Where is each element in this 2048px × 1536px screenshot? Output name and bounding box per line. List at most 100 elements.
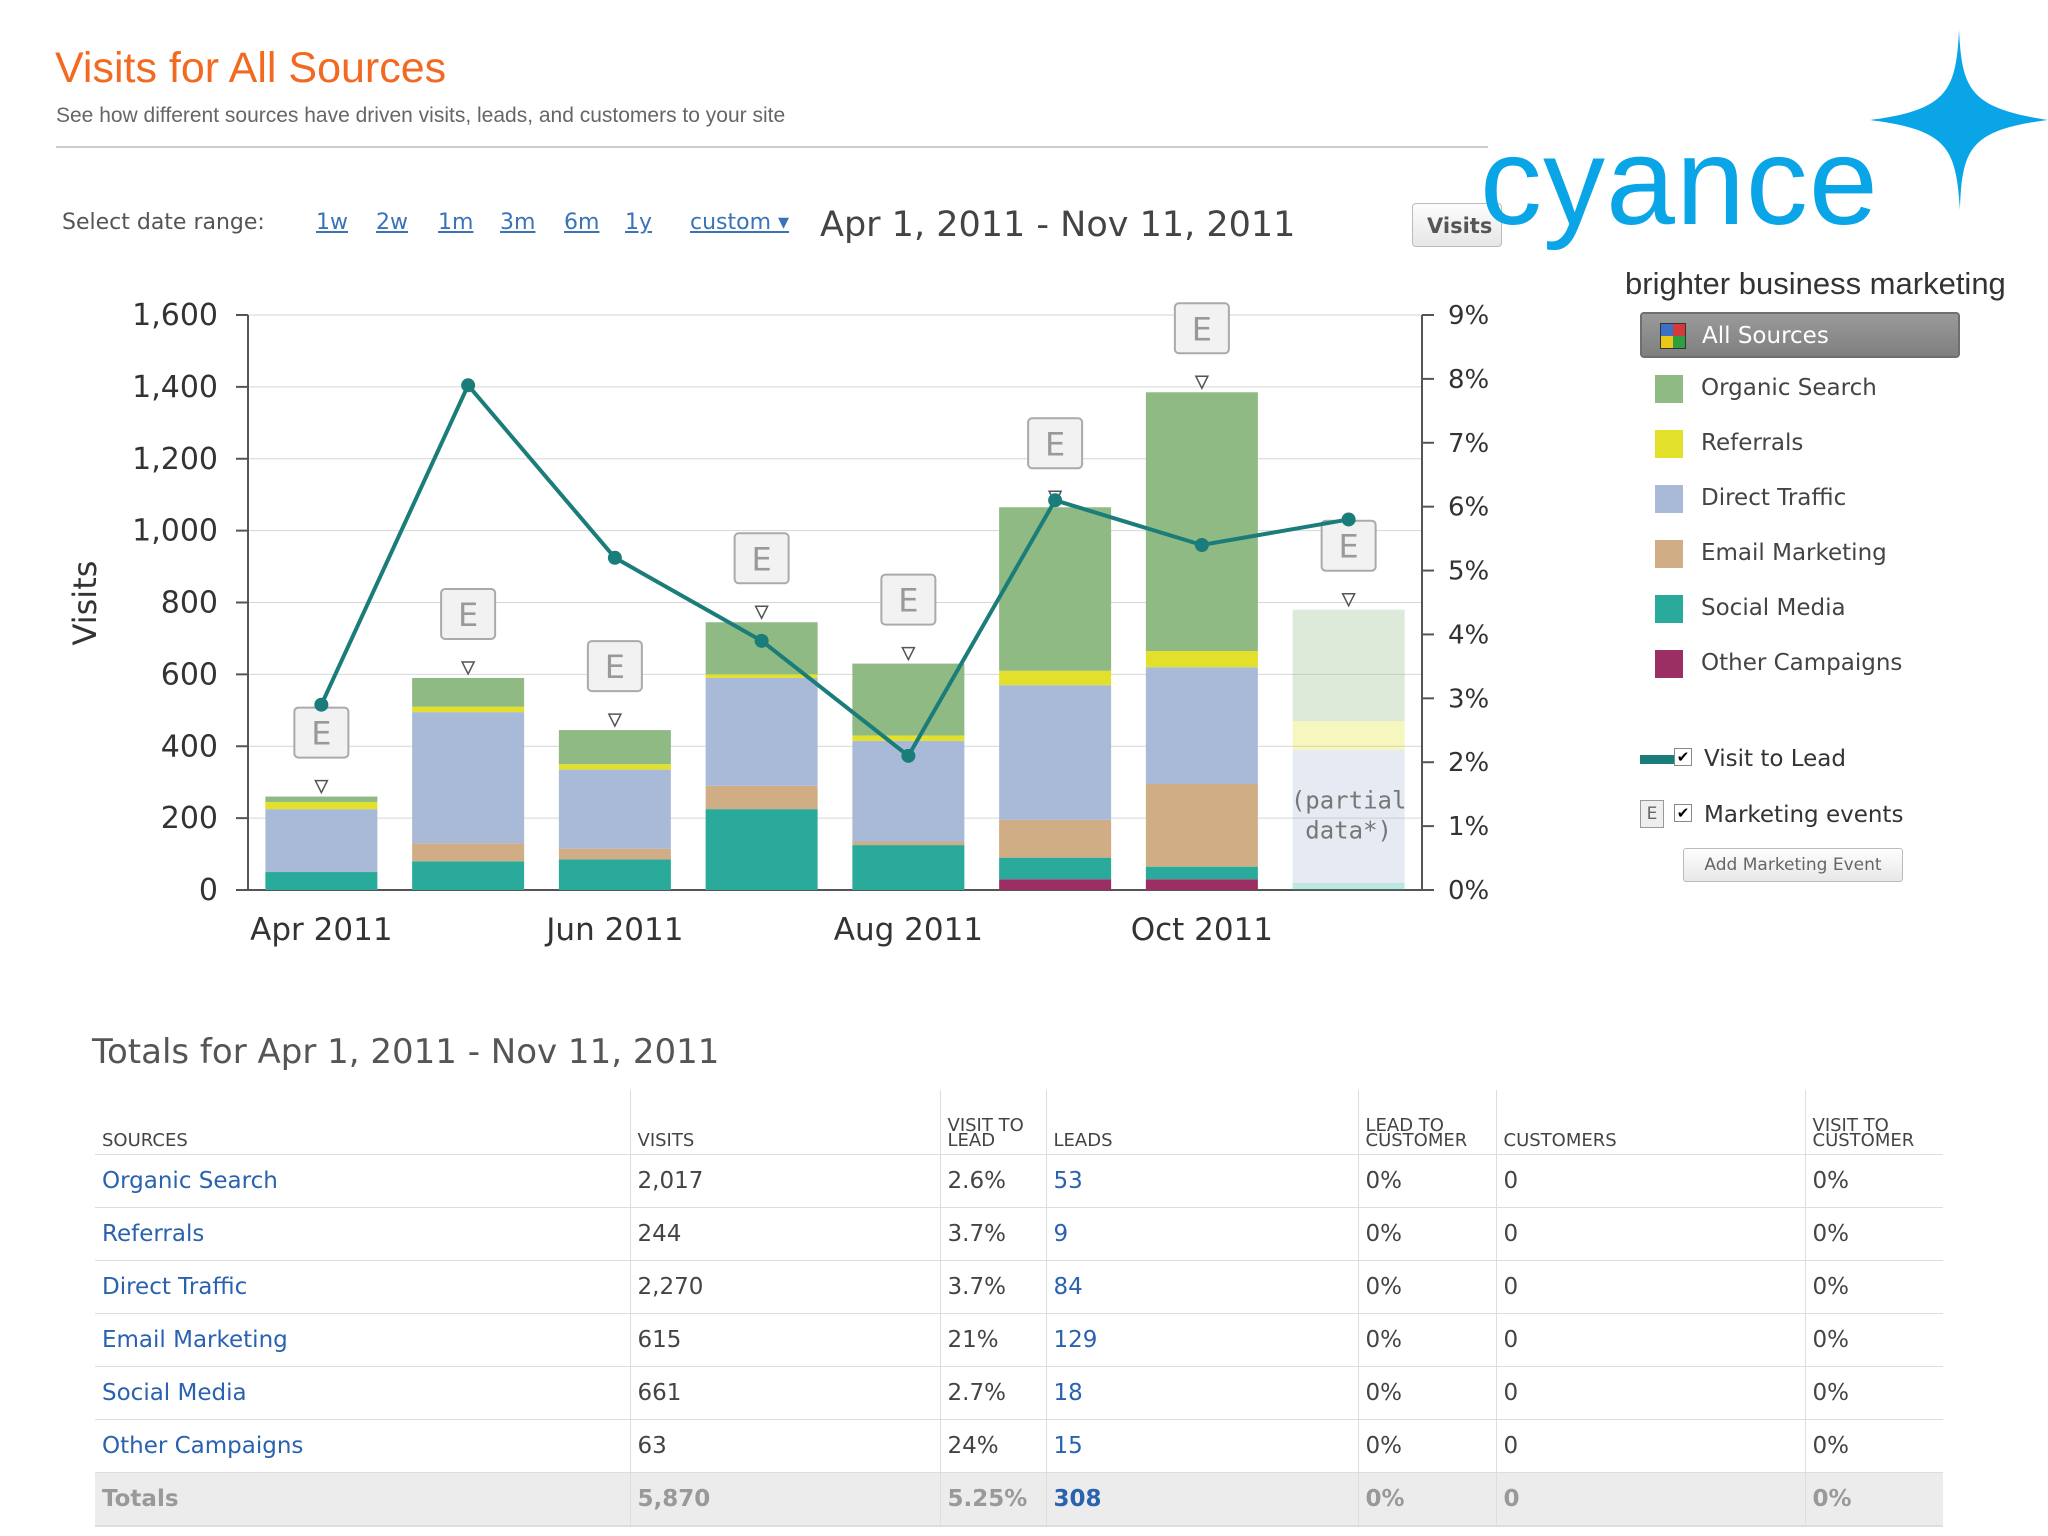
legend-swatch — [1655, 375, 1683, 403]
table-cell: 2.6% — [939, 1154, 1046, 1208]
y2-tick-label: 1% — [1448, 812, 1489, 842]
x-tick-label: Oct 2011 — [1131, 912, 1273, 948]
partial-data-label: data*) — [1305, 817, 1392, 845]
table-cell[interactable]: 129 — [1045, 1313, 1358, 1367]
marketing-events-label: Marketing events — [1704, 802, 1904, 828]
bar-segment-email-marketing — [852, 841, 965, 846]
table-cell[interactable]: 53 — [1045, 1154, 1358, 1208]
legend-label: Email Marketing — [1701, 540, 1887, 566]
table-cell[interactable]: 18 — [1045, 1366, 1358, 1420]
event-marker-label: E — [752, 540, 772, 578]
bar-segment-other-campaigns — [1145, 879, 1258, 890]
bar-segment-email-marketing — [999, 819, 1112, 858]
range-2w-link[interactable]: 2w — [376, 210, 408, 235]
marketing-events-checkbox[interactable]: ✔ — [1674, 804, 1692, 822]
bar-segment-organic-search — [1292, 609, 1405, 722]
table-row: Direct Traffic 2,270 3.7% 84 0% 0 0% — [95, 1260, 1943, 1314]
divider — [56, 146, 1488, 148]
bar-segment-referrals — [852, 735, 965, 741]
y-tick-label: 800 — [161, 586, 218, 621]
table-cell[interactable]: 84 — [1045, 1260, 1358, 1314]
y2-tick-label: 5% — [1448, 557, 1489, 587]
table-cell[interactable]: Direct Traffic — [95, 1260, 630, 1314]
y2-tick-label: 2% — [1448, 748, 1489, 778]
totals-cell: 5,870 — [629, 1472, 940, 1527]
marketing-event-icon: E — [1640, 800, 1664, 828]
y-tick-label: 1,000 — [132, 514, 218, 549]
legend-all-sources-label: All Sources — [1702, 323, 1829, 349]
table-cell: 0% — [1357, 1207, 1496, 1261]
table-cell: 0% — [1804, 1154, 1943, 1208]
event-marker-label: E — [1045, 425, 1065, 463]
bar-segment-email-marketing — [558, 848, 671, 860]
bar-segment-direct-traffic — [558, 769, 671, 849]
bar-segment-organic-search — [1145, 392, 1258, 652]
logo-wordmark: cyance — [1480, 113, 1879, 251]
range-3m-link[interactable]: 3m — [500, 210, 536, 235]
partial-data-label: (partial — [1291, 787, 1407, 815]
totals-cell: 5.25% — [939, 1472, 1046, 1527]
bar-segment-social-media — [999, 857, 1112, 880]
table-cell: 0% — [1357, 1154, 1496, 1208]
table-cell[interactable]: Organic Search — [95, 1154, 630, 1208]
bar-segment-other-campaigns — [999, 879, 1112, 890]
y-tick-label: 1,400 — [132, 370, 218, 405]
table-cell: 244 — [629, 1207, 940, 1261]
bar-segment-referrals — [412, 706, 525, 713]
table-cell[interactable]: Other Campaigns — [95, 1419, 630, 1473]
range-6m-link[interactable]: 6m — [564, 210, 600, 235]
bar-segment-referrals — [265, 801, 378, 810]
table-cell[interactable]: Social Media — [95, 1366, 630, 1420]
y2-axis-title: Conversion rate — [1518, 476, 1520, 731]
bar-segment-email-marketing — [412, 843, 525, 862]
metric-select-button[interactable]: Visits — [1412, 203, 1502, 247]
bar-segment-direct-traffic — [1292, 749, 1405, 883]
range-1m-link[interactable]: 1m — [438, 210, 474, 235]
column-header: VISITS — [629, 1090, 940, 1155]
add-marketing-event-button[interactable]: Add Marketing Event — [1683, 848, 1903, 882]
bar-segment-referrals — [705, 674, 818, 678]
all-sources-icon — [1660, 323, 1686, 349]
bar-segment-social-media — [412, 861, 525, 890]
event-marker-pointer — [1341, 592, 1356, 608]
y2-tick-label: 4% — [1448, 620, 1489, 650]
table-cell: 21% — [939, 1313, 1046, 1367]
page-title: Visits for All Sources — [55, 44, 447, 92]
table-cell: 3.7% — [939, 1207, 1046, 1261]
bar-segment-direct-traffic — [1145, 667, 1258, 784]
bar-segment-organic-search — [558, 730, 671, 765]
bar-segment-organic-search — [999, 507, 1112, 671]
x-tick-label: Jun 2011 — [544, 912, 683, 948]
event-marker-box — [1027, 417, 1084, 470]
date-range-display: Apr 1, 2011 - Nov 11, 2011 — [820, 205, 1296, 245]
visit-to-lead-checkbox[interactable]: ✔ — [1674, 748, 1692, 766]
totals-cell[interactable]: 308 — [1045, 1472, 1358, 1527]
table-cell[interactable]: Referrals — [95, 1207, 630, 1261]
y-tick-label: 600 — [161, 657, 218, 692]
visit-to-lead-line — [319, 381, 1349, 759]
event-marker-label: E — [458, 596, 478, 634]
legend-all-sources-button[interactable]: All Sources — [1640, 312, 1960, 358]
event-marker-box — [440, 587, 497, 640]
table-cell[interactable]: 15 — [1045, 1419, 1358, 1473]
range-1w-link[interactable]: 1w — [316, 210, 348, 235]
range-custom-dropdown[interactable]: custom ▾ — [690, 210, 790, 235]
bar-segment-organic-search — [412, 677, 525, 707]
table-cell[interactable]: Email Marketing — [95, 1313, 630, 1367]
y2-tick-label: 6% — [1448, 493, 1489, 523]
event-marker-pointer — [314, 779, 329, 795]
table-cell[interactable]: 9 — [1045, 1207, 1358, 1261]
y2-tick-label: 3% — [1448, 684, 1489, 714]
range-1y-link[interactable]: 1y — [625, 210, 653, 235]
table-row: Referrals 244 3.7% 9 0% 0 0% — [95, 1207, 1943, 1261]
bar-segment-referrals — [1292, 721, 1405, 750]
event-marker-pointer — [901, 646, 916, 662]
logo-star-icon — [1870, 30, 2048, 210]
event-marker-label: E — [1192, 310, 1212, 348]
table-cell: 615 — [629, 1313, 940, 1367]
table-cell: 0 — [1495, 1366, 1805, 1420]
table-cell: 0% — [1357, 1366, 1496, 1420]
y-axis-title: Visits — [66, 561, 104, 646]
bar-segment-social-media — [852, 845, 965, 890]
y2-tick-label: 8% — [1448, 365, 1489, 395]
